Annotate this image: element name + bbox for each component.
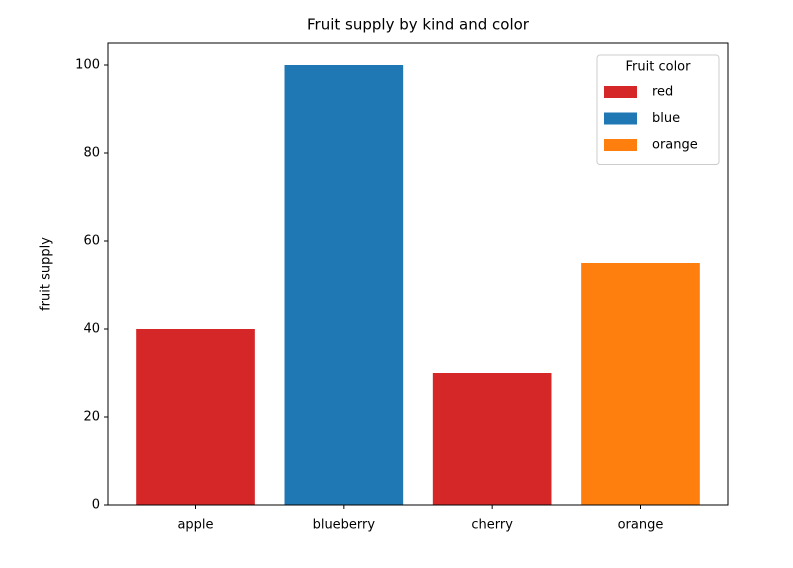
legend-title: Fruit color xyxy=(626,60,692,75)
y-tick-label: 80 xyxy=(83,146,100,161)
y-tick-label: 0 xyxy=(92,498,100,513)
y-tick-label: 100 xyxy=(75,58,100,73)
x-tick-label: apple xyxy=(177,518,213,533)
legend-swatch xyxy=(604,86,637,98)
x-tick-label: cherry xyxy=(471,518,513,533)
legend-box xyxy=(596,54,720,165)
bar xyxy=(136,329,255,505)
y-tick-label: 20 xyxy=(83,410,100,425)
legend-label: blue xyxy=(652,111,680,126)
chart-title: Fruit supply by kind and color xyxy=(307,16,530,34)
x-tick-label: blueberry xyxy=(313,518,376,533)
legend-label: orange xyxy=(652,138,698,153)
legend-label: red xyxy=(652,85,673,100)
y-tick-label: 40 xyxy=(83,322,100,337)
y-axis-label: fruit supply xyxy=(39,237,54,311)
plot-frame xyxy=(107,42,729,506)
bar xyxy=(284,65,404,505)
legend-swatch xyxy=(604,139,637,151)
legend-swatch xyxy=(604,112,637,125)
bar xyxy=(432,373,552,505)
y-tick-label: 60 xyxy=(83,234,100,249)
x-tick-label: orange xyxy=(618,518,664,533)
bar xyxy=(581,263,700,505)
